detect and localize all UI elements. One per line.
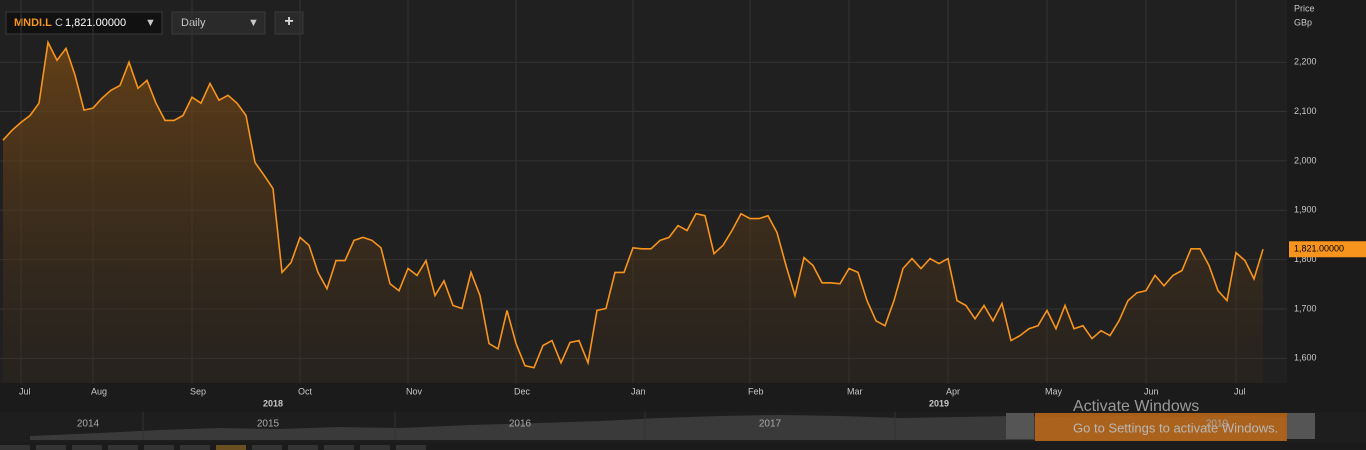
price-line: [2, 39, 1264, 369]
instrument-select[interactable]: [5, 11, 163, 35]
button[interactable]: [288, 445, 318, 450]
navigator-year: 2017: [759, 419, 782, 430]
x-tick-label: Mar: [847, 386, 863, 396]
button[interactable]: [324, 445, 354, 450]
navigator-year: 2016: [509, 419, 532, 430]
y-tick-label: 1,800: [1294, 254, 1317, 264]
button[interactable]: [252, 445, 282, 450]
navigator-labels: 2014 2015 2016 2017 2019: [77, 419, 1229, 430]
button[interactable]: [216, 445, 246, 450]
add-icon: +: [284, 13, 293, 30]
dropdown-arrow: ▼: [248, 17, 259, 29]
navigator-year: 2014: [77, 419, 100, 430]
x-tick-label: Jan: [631, 386, 646, 396]
navigator-handle[interactable]: [1287, 413, 1315, 439]
x-axis-band: [0, 383, 1287, 411]
y-tick-label: 1,900: [1294, 205, 1317, 215]
button[interactable]: [0, 445, 30, 450]
navigator-year: 2019: [1206, 419, 1229, 430]
button[interactable]: [36, 445, 66, 450]
x-year-label: 2019: [929, 398, 949, 408]
y-tick-label: 2,200: [1294, 57, 1317, 67]
price-tag: [1289, 241, 1366, 258]
x-tick-label: Apr: [946, 386, 960, 396]
add-button[interactable]: [274, 11, 304, 35]
y-axis-unit: GBp: [1294, 17, 1312, 27]
price-area: [3, 42, 1263, 384]
x-tick-label: May: [1045, 386, 1063, 396]
navigator-area: [30, 415, 1285, 440]
interval: Daily: [181, 17, 206, 29]
x-tick-label: Oct: [298, 386, 313, 396]
y-axis-label: Price: [1294, 3, 1315, 13]
bottom-buttons: [0, 445, 426, 450]
y-tick-label: 1,700: [1294, 303, 1317, 313]
y-tick-label: 2,100: [1294, 106, 1317, 116]
x-tick-label: Aug: [91, 386, 107, 396]
x-tick-label: Nov: [406, 386, 423, 396]
button[interactable]: [180, 445, 210, 450]
y-tick-label: 1,600: [1294, 353, 1317, 363]
dropdown-arrow: ▼: [145, 17, 156, 29]
price-tag-label: 1,821.00000: [1294, 244, 1344, 254]
button[interactable]: [72, 445, 102, 450]
button[interactable]: [396, 445, 426, 450]
price: 1,821.00000: [65, 17, 126, 29]
navigator-selection[interactable]: [1035, 413, 1287, 441]
x-tick-label: Jul: [1234, 386, 1246, 396]
axes: 1,600 1,700 1,800 1,900 2,000 2,100 2,200: [0, 0, 1317, 384]
x-tick-label: Feb: [748, 386, 764, 396]
button[interactable]: [360, 445, 390, 450]
x-tick-label: Jun: [1144, 386, 1159, 396]
price-type: C: [55, 17, 63, 29]
navigator-year: 2015: [257, 419, 280, 430]
button[interactable]: [144, 445, 174, 450]
x-tick-label: Jul: [19, 386, 31, 396]
watermark-subtitle: Go to Settings to activate Windows.: [1073, 420, 1278, 435]
y-tick-label: 2,000: [1294, 155, 1317, 165]
x-tick-label: Sep: [190, 386, 206, 396]
watermark-title: Activate Windows: [1073, 398, 1199, 415]
navigator-handle[interactable]: [1006, 413, 1034, 439]
instrument: MNDI.L: [14, 17, 52, 29]
x-year-label: 2018: [263, 398, 283, 408]
interval-select[interactable]: [171, 11, 266, 35]
x-tick-label: Dec: [514, 386, 531, 396]
button[interactable]: [108, 445, 138, 450]
